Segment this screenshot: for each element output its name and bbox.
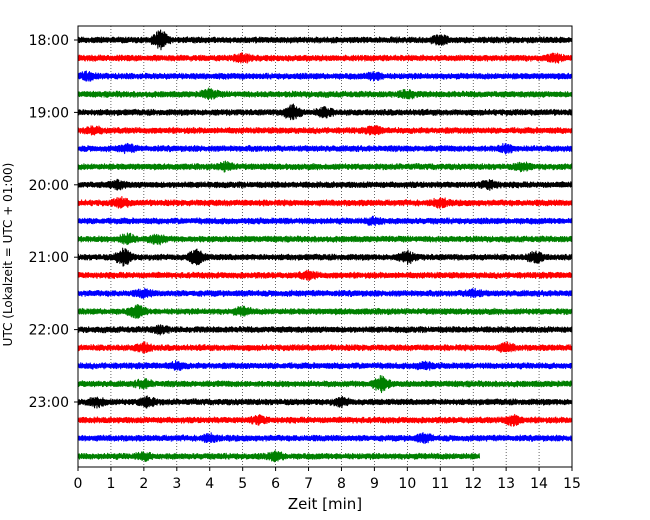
seismogram-trace [77,375,573,394]
seismogram-trace [77,178,573,191]
x-tick-label: 4 [205,476,214,492]
y-tick-label: 22:00 [29,323,69,339]
x-tick-label: 13 [497,476,515,492]
seismogram-trace [77,360,573,372]
x-tick-label: 7 [304,476,313,492]
seismogram-trace [77,232,573,246]
x-tick-label: 10 [398,476,416,492]
seismogram-trace [77,324,573,336]
seismogram-trace [77,432,573,445]
y-axis: 18:00 19:00 20:00 21:00 22:00 23:00 [29,33,78,411]
x-tick-label: 15 [563,476,581,492]
plot-frame [77,25,573,468]
seismogram-trace [77,87,573,101]
x-tick-label: 6 [271,476,280,492]
x-tick-label: 1 [106,476,115,492]
seismogram-trace [77,247,573,267]
x-tick-label: 2 [139,476,148,492]
seismogram-trace [77,303,573,319]
x-tick-label: 12 [464,476,482,492]
seismogram-trace [77,341,573,354]
y-tick-label: 18:00 [29,33,69,49]
seismogram-trace [77,287,573,300]
seismogram-trace [77,450,481,463]
x-axis-title: Zeit [min] [288,495,362,513]
x-tick-label: 8 [337,476,346,492]
seismogram-trace [77,160,573,173]
trace-group [77,29,573,463]
x-tick-label: 0 [74,476,83,492]
seismogram-trace [77,196,573,209]
y-axis-title: UTC (Lokalzeit = UTC + 01:00) [1,163,15,347]
x-tick-label: 3 [172,476,181,492]
seismogram-trace [77,413,573,427]
seismogram-trace [77,29,573,51]
x-tick-label: 11 [431,476,449,492]
x-tick-label: 9 [370,476,379,492]
seismogram-trace [77,142,573,155]
x-axis: 0 1 2 3 4 5 6 7 8 9 10 11 12 13 14 15 [74,467,581,492]
y-tick-label: 21:00 [29,250,69,266]
seismogram-trace [77,269,573,281]
y-tick-label: 19:00 [29,105,69,121]
seismogram-trace [77,395,573,409]
y-tick-label: 23:00 [29,395,69,411]
seismogram-trace [77,215,573,227]
y-tick-label: 20:00 [29,178,69,194]
seismogram-trace [77,70,573,82]
seismogram-trace [77,125,573,136]
seismogram-trace [77,51,573,64]
x-tick-label: 14 [530,476,548,492]
seismogram-trace [77,103,573,121]
x-tick-label: 5 [238,476,247,492]
